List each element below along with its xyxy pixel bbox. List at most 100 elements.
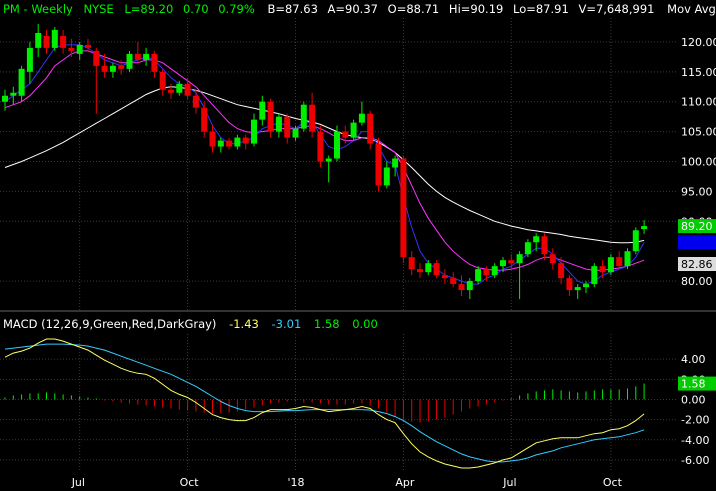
time-tick-label: Jul [502, 476, 516, 489]
moving-average-lines [4, 44, 645, 285]
candle-down [400, 155, 407, 264]
candle-down [168, 83, 174, 99]
candle-down [616, 251, 623, 270]
candle-up [126, 50, 133, 72]
time-tick-label: '18 [288, 476, 305, 489]
macd-tick-label: 4.00 [681, 353, 706, 366]
candle-up [583, 281, 589, 294]
header-line: PM - Weekly NYSE L=89.20 0.70 0.79% B=87… [3, 2, 716, 16]
price-tick-label: 105.00 [681, 126, 716, 139]
candle-up [109, 62, 116, 78]
candle-down [549, 248, 556, 270]
time-tick-label: Jul [71, 476, 85, 489]
macd-tags: 1.58 [678, 376, 716, 391]
ma-short-tag [678, 235, 716, 250]
candle-up [392, 155, 399, 177]
macd-hist-tag: 1.58 [678, 376, 716, 391]
candle-down [226, 137, 233, 150]
ma-short-line [4, 44, 645, 285]
candle-up [76, 41, 83, 60]
candle-down [118, 59, 125, 75]
header-exchange: NYSE [83, 2, 113, 16]
candle-up [466, 278, 473, 300]
candle-down [441, 269, 448, 285]
candle-up [358, 101, 365, 126]
candle-up [383, 161, 390, 189]
candle-up [475, 266, 482, 285]
candle-down [151, 50, 158, 78]
last-price-tag: 89.20 [678, 219, 716, 234]
candle-down [541, 233, 548, 261]
last-price-tag-label: 89.20 [681, 220, 713, 233]
candle-down [450, 272, 457, 288]
header-last: L=89.20 [124, 2, 173, 16]
candle-up [607, 254, 614, 276]
macd-label: MACD (12,26,9,Green,Red,DarkGray) [3, 317, 216, 331]
header-change-pct: 0.79% [218, 2, 255, 16]
time-tick-label: Oct [180, 476, 200, 489]
header-bid: B=87.63 [267, 2, 317, 16]
candle-down [508, 254, 515, 270]
candle-up [143, 47, 150, 66]
candle-down [483, 266, 490, 282]
ma-long-line [4, 86, 645, 244]
candle-down [134, 41, 141, 63]
candle-up [251, 113, 257, 147]
candle-up [491, 263, 498, 279]
macd-tick-label: -6.00 [681, 454, 709, 467]
candle-down [192, 89, 199, 114]
candle-up [500, 257, 506, 273]
header-open: O=88.71 [388, 2, 440, 16]
macd-signal-line [4, 343, 645, 463]
macd-zero-value: 0.00 [352, 317, 378, 331]
macd-header-line: MACD (12,26,9,Green,Red,DarkGray) -1.43 … [3, 317, 378, 331]
candle-down [60, 29, 67, 54]
candle-down [599, 260, 606, 279]
header-ask: A=90.37 [328, 2, 378, 16]
price-tick-label: 100.00 [681, 156, 716, 169]
candle-down [342, 125, 349, 144]
macd-hist-tag-label: 1.58 [681, 378, 706, 391]
candle-down [367, 110, 374, 150]
candle-down [242, 134, 249, 150]
candle-down [159, 68, 166, 96]
candle-up [18, 65, 25, 102]
candle-up [292, 125, 299, 141]
macd-lines [4, 338, 645, 469]
price-tick-label: 110.00 [681, 96, 716, 109]
candle-up [259, 95, 266, 126]
header-study: Mov Avg 2 Lines (Close,20,40, ... [667, 2, 716, 16]
candle-up [591, 263, 598, 288]
candle-up [2, 89, 8, 111]
candle-down [458, 275, 465, 297]
macd-line [4, 338, 645, 469]
time-tick-label: Oct [603, 476, 623, 489]
candle-up [26, 41, 33, 84]
candle-down [566, 275, 573, 297]
candle-down [317, 125, 324, 168]
candle-down [93, 47, 100, 114]
candle-up [533, 233, 540, 252]
macd-axis: 4.002.000.00-2.00-4.00-6.00 [681, 353, 709, 467]
candle-down [209, 125, 216, 153]
time-tick-label: Apr [395, 476, 415, 489]
candle-down [85, 38, 91, 51]
macd-value: -1.43 [229, 317, 259, 331]
candle-down [558, 257, 565, 285]
candle-down [309, 92, 316, 138]
header-high: Hi=90.19 [449, 2, 503, 16]
candle-up [334, 125, 340, 162]
candle-down [184, 77, 191, 99]
ma-mid-tag-label: 82.86 [681, 258, 713, 271]
candle-up [300, 101, 307, 132]
candle-down [408, 251, 415, 276]
price-tick-label: 95.00 [681, 185, 713, 198]
candle-up [217, 137, 224, 153]
candle-down [43, 29, 50, 54]
price-tick-label: 80.00 [681, 275, 713, 288]
candle-up [350, 119, 357, 141]
candle-up [10, 86, 17, 105]
candle-up [425, 260, 432, 276]
